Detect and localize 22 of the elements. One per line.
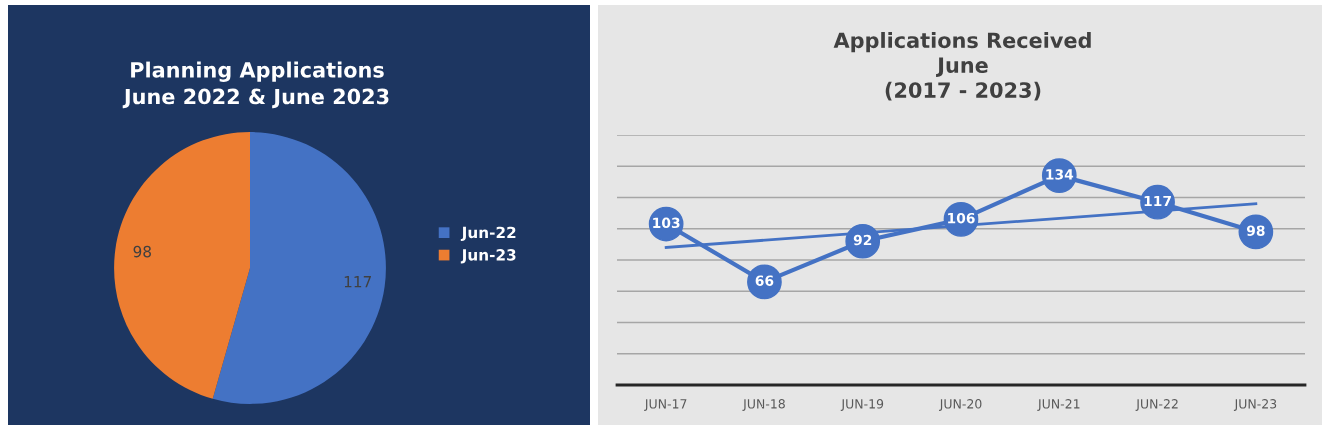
data-label: 103 (653, 217, 680, 229)
data-label: 98 (133, 245, 151, 258)
x-tick-label: JUN-22 (1135, 399, 1178, 411)
data-label: 66 (755, 275, 774, 286)
x-tick-label: JUN-18 (742, 399, 785, 411)
chart-title: Planning Applications June 2022 & June 2023 (122, 61, 389, 109)
legend-label: Jun-22 (460, 226, 516, 242)
data-label: 92 (853, 234, 872, 246)
data-label: 106 (948, 212, 975, 224)
data-label: 98 (1246, 225, 1265, 236)
x-tick-label: JUN-23 (1233, 399, 1277, 411)
data-label: 134 (1046, 169, 1074, 180)
pie-slice (212, 132, 386, 404)
data-label: 117 (344, 276, 371, 288)
data-label: 117 (1144, 195, 1171, 207)
x-tick-label: JUN-20 (939, 399, 982, 411)
chart-title: Applications Received June (2017 - 2023) (833, 32, 1091, 101)
pie-slice (114, 132, 250, 399)
x-tick-label: JUN-21 (1037, 399, 1080, 411)
x-tick-label: JUN-17 (644, 399, 687, 411)
x-tick-label: JUN-19 (840, 399, 884, 411)
legend-label: Jun-23 (460, 249, 516, 264)
